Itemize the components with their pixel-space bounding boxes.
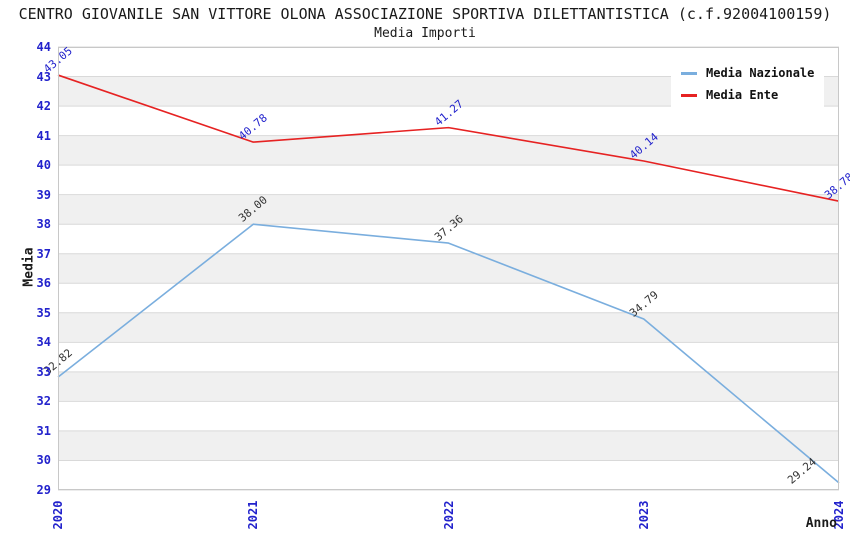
band — [58, 224, 839, 254]
legend-item-media-nazionale: Media Nazionale — [681, 66, 814, 80]
y-tick-label: 34 — [36, 335, 51, 350]
y-tick-label: 32 — [36, 394, 51, 409]
chart-subtitle: Media Importi — [374, 26, 476, 41]
y-tick-label: 35 — [36, 305, 51, 320]
x-tick-label: 2022 — [441, 500, 456, 530]
band — [58, 312, 839, 343]
y-tick-label: 37 — [36, 246, 51, 261]
y-tick-label: 43 — [36, 69, 51, 84]
chart-title: CENTRO GIOVANILE SAN VITTORE OLONA ASSOC… — [18, 5, 832, 23]
band — [58, 283, 839, 313]
band — [58, 371, 839, 402]
band — [58, 135, 839, 166]
series-line-media-ente — [57, 74, 840, 202]
media-ente-line-swatch — [681, 93, 697, 97]
band — [58, 165, 839, 195]
band — [58, 342, 839, 372]
y-tick-label: 30 — [36, 453, 51, 468]
band — [58, 460, 839, 490]
legend-label-media-nazionale: Media Nazionale — [706, 66, 815, 80]
band — [58, 253, 839, 284]
plot-area: 32.82 38.00 37.36 34.79 29.24 43.05 40.78 41.27… — [41, 44, 850, 491]
legend-item-media-ente: Media Ente — [681, 88, 814, 102]
legend-label-media-ente: Media Ente — [706, 88, 779, 102]
y-tick-label: 38 — [36, 217, 51, 232]
band — [58, 194, 839, 225]
y-tick-label: 39 — [36, 187, 51, 202]
band — [58, 401, 839, 431]
y-tick-label: 36 — [36, 276, 51, 291]
plot-border — [58, 47, 839, 490]
y-axis-title: Media — [21, 247, 37, 287]
y-tick-label: 41 — [36, 128, 51, 143]
x-tick-label: 2023 — [636, 500, 651, 530]
legend: Media Nazionale Media Ente — [671, 58, 825, 110]
x-axis-title: Anno — [805, 516, 837, 531]
y-tick-label: 33 — [36, 364, 51, 379]
y-tick-label: 42 — [36, 99, 51, 114]
media-nazionale-line-swatch — [681, 71, 697, 75]
x-tick-label: 2020 — [51, 500, 65, 530]
y-tick-label: 40 — [36, 158, 51, 173]
y-tick-label: 31 — [36, 423, 51, 438]
series-line-media-nazionale — [57, 223, 840, 484]
band — [58, 106, 839, 136]
y-tick-label: 44 — [36, 40, 51, 54]
y-tick-label: 29 — [36, 483, 51, 497]
x-tick-label: 2021 — [246, 500, 261, 530]
band — [58, 430, 839, 461]
